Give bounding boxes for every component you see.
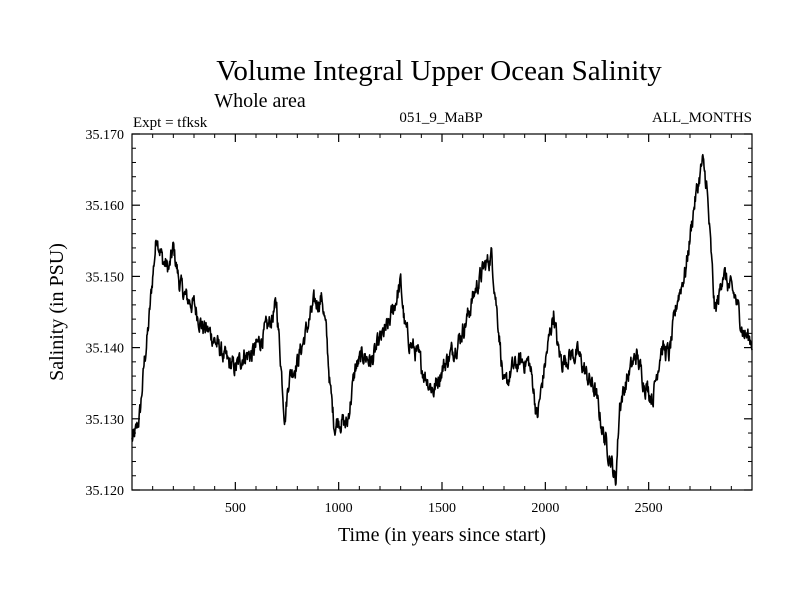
x-tick-label: 500 xyxy=(225,501,246,516)
x-tick-label: 2500 xyxy=(635,501,663,516)
y-axis-label: Salinity (in PSU) xyxy=(46,243,68,381)
y-tick-label: 35.120 xyxy=(86,484,125,499)
chart-title: Volume Integral Upper Ocean Salinity xyxy=(216,55,662,87)
x-tick-label: 1500 xyxy=(428,501,456,516)
y-tick-label: 35.130 xyxy=(86,413,125,428)
x-tick-label: 2000 xyxy=(531,501,559,516)
plot-frame xyxy=(131,133,753,491)
chart-subtitle: Whole area xyxy=(214,90,306,112)
experiment-label: Expt = tfksk xyxy=(133,115,208,131)
axis-tick-labels: 35.120 35.130 35.140 35.150 35.160 35.170 500 1… xyxy=(86,128,663,516)
x-tick-label: 1000 xyxy=(325,501,353,516)
x-axis-label: Time (in years since start) xyxy=(338,524,546,546)
axis-ticks xyxy=(132,133,752,491)
period-label: ALL_MONTHS xyxy=(652,110,752,126)
y-tick-label: 35.140 xyxy=(86,342,125,357)
y-tick-label: 35.150 xyxy=(86,270,125,285)
y-tick-label: 35.160 xyxy=(86,199,125,214)
run-label: 051_9_MaBP xyxy=(399,110,482,126)
y-tick-label: 35.170 xyxy=(86,128,125,143)
salinity-series-line xyxy=(131,153,753,486)
